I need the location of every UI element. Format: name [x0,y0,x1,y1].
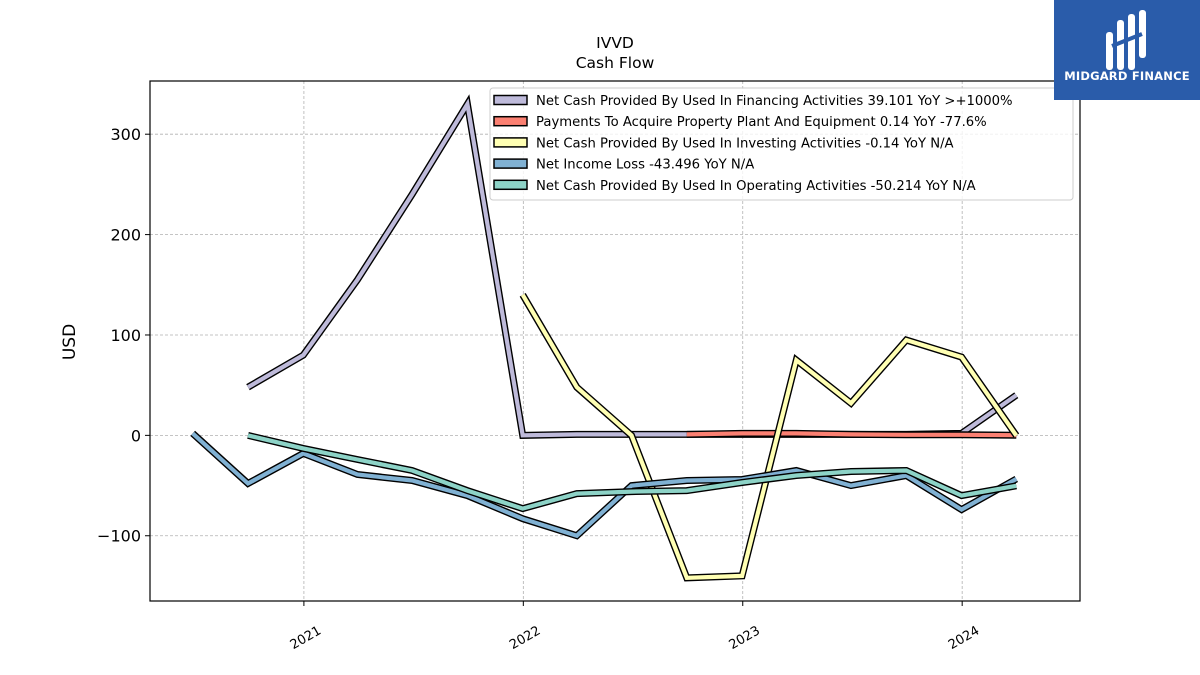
series-stroke [191,431,1018,539]
legend: Net Cash Provided By Used In Financing A… [489,87,1074,201]
series-lines [190,94,1020,582]
series-line-2 [519,293,1020,582]
y-axis-label: USD [60,324,80,360]
legend-label: Payments To Acquire Property Plant And E… [536,115,987,130]
x-tick-label: 2022 [507,623,543,653]
logo-emblem-icon [1106,10,1146,70]
legend-label: Net Income Loss -43.496 YoY N/A [536,158,754,173]
series-stroke [520,293,1019,581]
legend-label: Net Cash Provided By Used In Financing A… [536,94,1013,109]
legend-swatch [493,158,528,169]
y-tick-label: 200 [110,226,141,245]
y-tick-label: 300 [110,125,141,144]
series-stroke [686,431,1017,438]
x-tick-label: 2024 [946,623,982,653]
y-tick-label: 100 [110,326,141,345]
series-stroke [247,433,1017,511]
legend-box [489,87,1074,201]
chart-title: IVVD [596,34,634,52]
plot-frame [149,80,1081,602]
logo-text: MIDGARD FINANCE [1064,69,1190,83]
legend-swatch [493,137,528,148]
legend-swatch [493,179,528,191]
series-line-1 [686,429,1017,439]
y-tick-label: 0 [131,426,141,445]
legend-label: Net Cash Provided By Used In Operating A… [536,179,976,194]
x-tick-label: 2021 [288,623,324,653]
chart-subtitle: Cash Flow [576,54,655,72]
legend-swatch [493,115,528,127]
legend-swatch [493,94,528,106]
x-tick-label: 2023 [727,623,763,653]
midgard-finance-logo: MIDGARD FINANCE [1054,0,1200,100]
series-line-3 [190,430,1019,540]
axes: −100 0 100 200 300 2021 2022 2023 2024 [97,125,982,653]
legend-label: Net Cash Provided By Used In Investing A… [536,136,954,151]
series-line-4 [247,431,1017,513]
y-tick-label: −100 [97,527,141,546]
